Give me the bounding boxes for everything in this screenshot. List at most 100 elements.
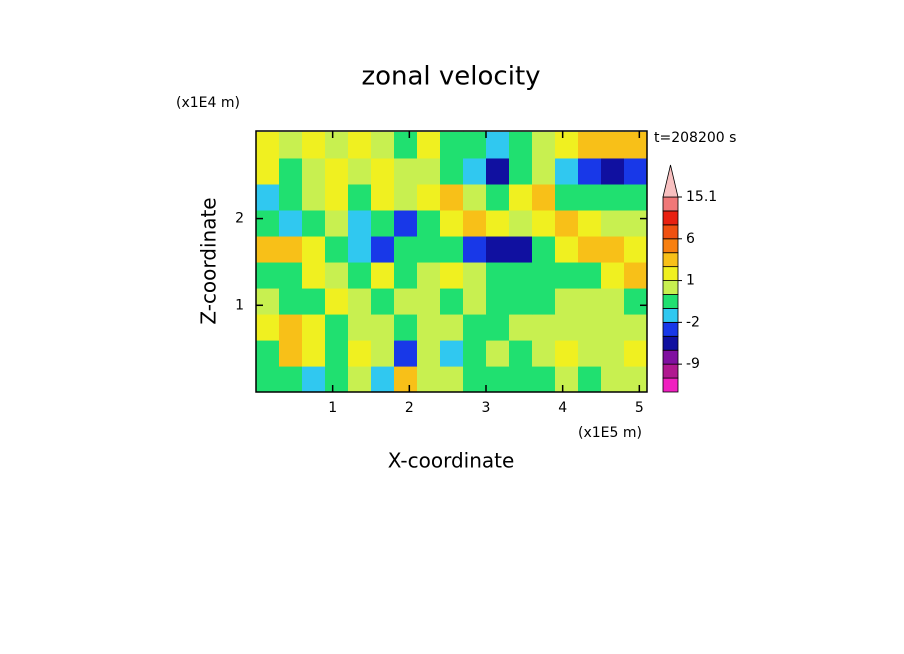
field-cell — [463, 157, 487, 185]
field-cell — [279, 287, 303, 315]
field-cell — [417, 157, 441, 185]
x-tick-label: 2 — [405, 400, 414, 416]
contour-field — [256, 131, 647, 392]
field-cell — [601, 183, 625, 211]
field-cell — [578, 365, 602, 392]
field-cell — [325, 209, 349, 237]
y-axis-label: Z-coordinate — [197, 197, 221, 324]
field-cell — [532, 209, 556, 237]
field-cell — [325, 157, 349, 185]
field-cell — [463, 183, 487, 211]
field-cell — [256, 339, 280, 367]
field-cell — [302, 313, 326, 341]
field-cell — [348, 183, 372, 211]
field-cell — [463, 261, 487, 289]
field-cell — [302, 235, 326, 263]
field-cell — [486, 365, 510, 392]
field-cell — [371, 183, 395, 211]
field-cell — [555, 183, 579, 211]
field-cell — [394, 339, 418, 367]
field-cell — [256, 287, 280, 315]
field-cell — [624, 157, 647, 185]
field-cell — [440, 339, 464, 367]
field-cell — [486, 235, 510, 263]
field-cell — [302, 209, 326, 237]
colorbar-segment — [662, 210, 679, 226]
field-cell — [256, 235, 280, 263]
field-cell — [509, 339, 533, 367]
field-cell — [348, 209, 372, 237]
field-cell — [601, 157, 625, 185]
field-cell — [509, 235, 533, 263]
field-cell — [624, 261, 647, 289]
colorbar-segment — [662, 224, 679, 240]
field-cell — [325, 365, 349, 392]
colorbar-segment — [662, 377, 679, 393]
field-cell — [440, 157, 464, 185]
field-cell — [463, 209, 487, 237]
field-cell — [463, 365, 487, 392]
field-cell — [555, 157, 579, 185]
field-cell — [440, 261, 464, 289]
colorbar-segment — [662, 308, 679, 323]
colorbar-segment — [662, 196, 679, 212]
field-cell — [509, 157, 533, 185]
field-cell — [279, 235, 303, 263]
field-cell — [440, 209, 464, 237]
field-cell — [417, 209, 441, 237]
field-cell — [256, 261, 280, 289]
field-cell — [463, 339, 487, 367]
field-cell — [348, 131, 372, 159]
field-cell — [417, 313, 441, 341]
field-cell — [578, 339, 602, 367]
colorbar-segment — [662, 294, 679, 309]
field-cell — [532, 183, 556, 211]
field-cell — [578, 131, 602, 159]
x-tick-label: 3 — [482, 400, 491, 416]
field-cell — [440, 287, 464, 315]
field-cell — [394, 287, 418, 315]
field-cell — [463, 131, 487, 159]
y-unit: (x1E4 m) — [176, 95, 240, 111]
field-cell — [325, 131, 349, 159]
field-cell — [256, 157, 280, 185]
field-cell — [555, 235, 579, 263]
field-cell — [578, 287, 602, 315]
field-cell — [279, 261, 303, 289]
field-cell — [394, 183, 418, 211]
colorbar-label: 1 — [686, 273, 695, 289]
field-cell — [555, 261, 579, 289]
field-cell — [325, 235, 349, 263]
field-cell — [302, 339, 326, 367]
field-cell — [601, 261, 625, 289]
field-cell — [578, 235, 602, 263]
field-cell — [279, 209, 303, 237]
field-cell — [371, 261, 395, 289]
field-cell — [394, 157, 418, 185]
field-cell — [601, 209, 625, 237]
field-cell — [555, 287, 579, 315]
y-tick-label: 1 — [235, 297, 244, 313]
field-cell — [486, 209, 510, 237]
field-cell — [394, 313, 418, 341]
field-cell — [417, 261, 441, 289]
field-cell — [509, 183, 533, 211]
field-cell — [440, 235, 464, 263]
field-cell — [463, 287, 487, 315]
field-cell — [440, 365, 464, 392]
field-cell — [325, 313, 349, 341]
field-cell — [509, 313, 533, 341]
field-cell — [256, 183, 280, 211]
field-cell — [555, 365, 579, 392]
field-cell — [279, 313, 303, 341]
field-cell — [509, 131, 533, 159]
field-cell — [624, 313, 647, 341]
field-cell — [417, 287, 441, 315]
field-cell — [371, 157, 395, 185]
field-cell — [394, 131, 418, 159]
plot-frame — [255, 130, 648, 393]
field-cell — [348, 157, 372, 185]
colorbar-label: -2 — [686, 314, 700, 330]
colorbar-segment — [662, 266, 679, 281]
